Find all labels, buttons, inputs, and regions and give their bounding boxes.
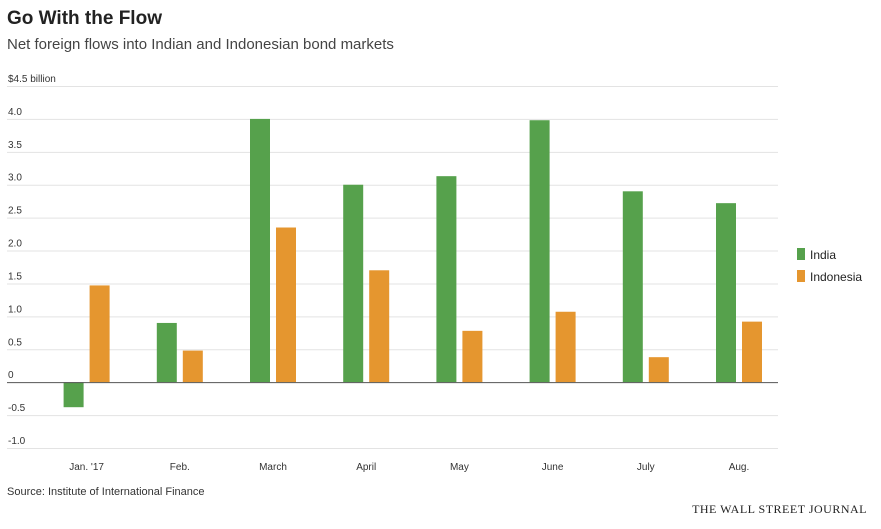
bar-india-2 — [250, 118, 270, 383]
bar-india-0 — [63, 382, 84, 408]
chart-subtitle: Net foreign flows into Indian and Indone… — [7, 36, 394, 53]
chart-title: Go With the Flow — [7, 8, 162, 29]
source-note: Source: Institute of International Finan… — [7, 486, 205, 498]
x-tick-label: July — [637, 462, 655, 473]
bar-india-1 — [156, 322, 177, 383]
bar-indonesia-2 — [276, 227, 296, 383]
y-tick-label: $4.5 billion — [8, 74, 56, 85]
bar-indonesia-5 — [555, 311, 576, 383]
y-axis-ticks: $4.5 billion 4.0 3.5 3.0 2.5 2.0 1.5 1.0 0.5 0 -0.… — [8, 74, 56, 447]
legend-label-indonesia: Indonesia — [810, 270, 862, 284]
x-tick-label: Feb. — [170, 462, 190, 473]
y-tick-label: 0 — [8, 370, 14, 381]
legend: India Indonesia — [797, 248, 862, 284]
bar-indonesia-3 — [369, 270, 390, 383]
publisher-logo: THE WALL STREET JOURNAL — [692, 502, 867, 516]
bar-indonesia-1 — [182, 350, 203, 383]
y-tick-label: 1.5 — [8, 271, 22, 282]
x-tick-label: Jan. '17 — [69, 462, 104, 473]
x-tick-label: Aug. — [729, 462, 750, 473]
bar-india-5 — [529, 120, 550, 383]
grid-lines — [7, 86, 778, 449]
bar-indonesia-4 — [462, 330, 483, 383]
x-tick-label: March — [259, 462, 287, 473]
y-tick-label: 2.5 — [8, 206, 22, 217]
y-tick-label: -1.0 — [8, 436, 26, 447]
bar-india-7 — [716, 203, 736, 383]
bar-indonesia-6 — [648, 357, 669, 383]
bar-indonesia-7 — [742, 321, 762, 383]
bar-india-3 — [343, 184, 364, 383]
bar-india-4 — [436, 176, 457, 383]
legend-label-india: India — [810, 248, 836, 262]
bars — [63, 118, 762, 408]
y-tick-label: 3.5 — [8, 140, 22, 151]
x-tick-label: June — [542, 462, 564, 473]
x-axis-labels: Jan. '17 Feb. March April May June July Aug. — [69, 462, 749, 473]
y-tick-label: 1.0 — [8, 304, 22, 315]
legend-swatch-india — [797, 248, 805, 260]
y-tick-label: 2.0 — [8, 239, 22, 250]
x-tick-label: April — [356, 462, 376, 473]
x-tick-label: May — [450, 462, 469, 473]
y-tick-label: -0.5 — [8, 403, 26, 414]
y-tick-label: 3.0 — [8, 173, 22, 184]
legend-swatch-indonesia — [797, 270, 805, 282]
y-tick-label: 0.5 — [8, 337, 22, 348]
bar-india-6 — [622, 191, 643, 383]
bar-indonesia-0 — [89, 285, 110, 383]
y-tick-label: 4.0 — [8, 107, 22, 118]
